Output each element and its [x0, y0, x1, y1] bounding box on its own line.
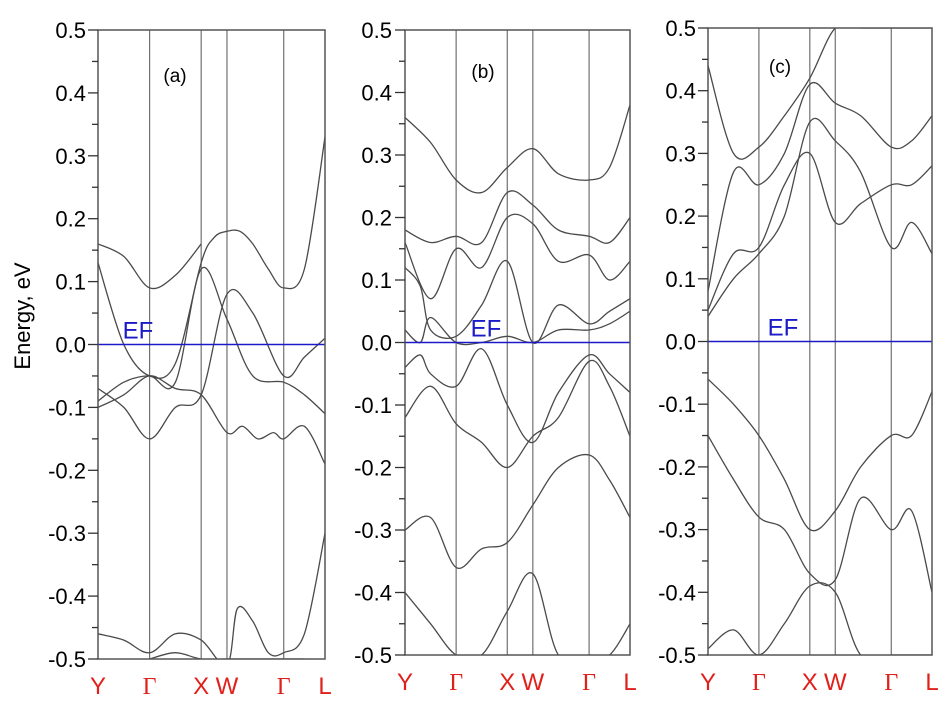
band-line-4 [708, 378, 932, 532]
band-line-0 [405, 104, 630, 194]
y-tick-label: 0.3 [55, 144, 86, 169]
kpoint-label: Γ [582, 670, 596, 696]
band-line-1 [405, 190, 630, 246]
panel-a: EF 0.5 0.4 0.3 0.2 0.1 0.0 -0.1 -0.2 -0.3 -0.4 -0.5… [48, 18, 332, 700]
kpoint-label: W [522, 669, 545, 696]
kpoint-label: Γ [277, 674, 291, 700]
kpoint-label: Γ [884, 670, 898, 696]
y-tick-label: 0.1 [55, 270, 86, 295]
y-tick-label: 0.0 [55, 333, 86, 358]
y-tick-label: -0.4 [354, 581, 392, 606]
band-line-6 [708, 582, 932, 655]
y-tick-label: 0.1 [665, 267, 696, 292]
band-line-0 [708, 28, 932, 160]
band-line-2 [98, 288, 325, 440]
y-tick-label: 0.2 [665, 204, 696, 229]
band-line-5 [405, 348, 630, 444]
band-line-4 [405, 310, 630, 346]
kpoint-label: Γ [143, 674, 157, 700]
y-tick-label: -0.4 [48, 584, 86, 609]
kpoint-label: L [925, 669, 938, 696]
kpoint-label: L [623, 669, 636, 696]
y-tick-label: 0.5 [55, 18, 86, 43]
kpoint-label: Y [90, 673, 106, 700]
band-line-6 [149, 652, 305, 659]
y-tick-label: -0.3 [354, 518, 392, 543]
band-line-1 [708, 81, 932, 292]
band-line-3 [405, 260, 630, 344]
kpoint-label: W [824, 669, 847, 696]
y-tick-label: 0.0 [361, 331, 392, 356]
kpoint-label: X [193, 673, 209, 700]
band-line-5 [98, 533, 325, 659]
fermi-level-label: EF [123, 318, 154, 345]
fermi-level-label: EF [471, 316, 502, 343]
band-line-0 [98, 243, 202, 290]
kpoint-label: W [216, 673, 239, 700]
band-line-7 [405, 453, 630, 569]
kpoint-label: Y [700, 669, 716, 696]
band-line-8 [405, 572, 630, 655]
y-tick-label: -0.1 [354, 393, 392, 418]
kpoint-label: X [499, 669, 515, 696]
panel-c: EF 0.5 0.4 0.3 0.2 0.1 0.0 -0.1 -0.2 -0.3 -0.4 -0.5… [658, 16, 939, 696]
y-tick-label: 0.2 [55, 207, 86, 232]
y-tick-label: -0.1 [658, 392, 696, 417]
kpoint-label: Γ [752, 670, 766, 696]
kpoint-label: Y [397, 669, 413, 696]
y-axis-label: Energy, eV [10, 262, 35, 370]
fermi-level-label: EF [768, 315, 799, 342]
y-tick-label: -0.4 [658, 580, 696, 605]
y-tick-label: 0.4 [361, 81, 392, 106]
y-tick-label: 0.4 [665, 79, 696, 104]
band-line-3 [708, 117, 932, 317]
y-tick-label: 0.3 [361, 143, 392, 168]
y-tick-label: 0.5 [361, 18, 392, 43]
band-line-2 [405, 213, 630, 300]
band-line-2 [708, 151, 932, 311]
panel-label: (a) [163, 66, 186, 87]
y-tick-label: -0.2 [48, 458, 86, 483]
y-tick-label: -0.3 [48, 521, 86, 546]
y-tick-label: 0.1 [361, 268, 392, 293]
kpoint-label: Γ [449, 670, 463, 696]
y-tick-label: -0.2 [354, 456, 392, 481]
band-line-5 [708, 435, 932, 593]
band-line-6 [405, 359, 630, 469]
y-tick-label: 0.0 [665, 330, 696, 355]
panel-label: (c) [769, 57, 791, 78]
y-tick-label: -0.3 [658, 518, 696, 543]
panel-label: (b) [471, 62, 494, 83]
panel-b: EF 0.5 0.4 0.3 0.2 0.1 0.0 -0.1 -0.2 -0.3 -0.4 -0.5… [354, 18, 637, 696]
y-tick-label: -0.5 [658, 643, 696, 668]
y-tick-label: -0.2 [658, 455, 696, 480]
y-tick-label: 0.3 [665, 141, 696, 166]
y-tick-label: -0.5 [354, 643, 392, 668]
y-tick-label: 0.4 [55, 81, 86, 106]
band-line-3 [98, 266, 325, 415]
kpoint-label: L [318, 673, 331, 700]
y-tick-label: 0.5 [665, 16, 696, 41]
y-tick-label: -0.5 [48, 647, 86, 672]
band-line-4 [98, 375, 325, 465]
y-tick-label: 0.2 [361, 206, 392, 231]
kpoint-label: X [802, 669, 818, 696]
y-tick-label: -0.1 [48, 395, 86, 420]
